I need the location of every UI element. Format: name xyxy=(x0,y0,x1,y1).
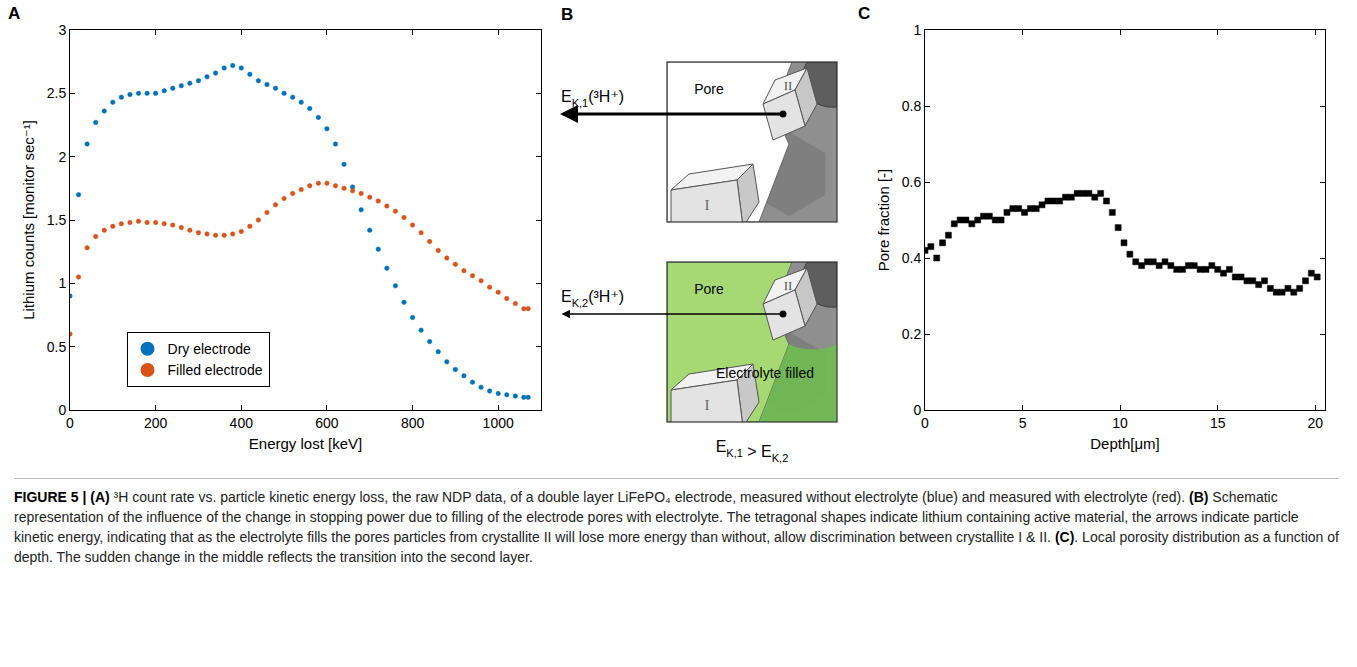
svg-text:1.5: 1.5 xyxy=(47,212,67,228)
svg-text:0: 0 xyxy=(913,402,921,418)
svg-text:0.4: 0.4 xyxy=(902,250,922,266)
svg-text:EK,1 > EK,2: EK,1 > EK,2 xyxy=(716,438,789,464)
svg-text:Pore: Pore xyxy=(694,81,724,97)
svg-text:0.8: 0.8 xyxy=(902,98,922,114)
svg-text:15: 15 xyxy=(1210,415,1226,431)
svg-text:0: 0 xyxy=(58,402,66,418)
svg-text:B: B xyxy=(561,5,573,24)
svg-text:0.2: 0.2 xyxy=(902,326,922,342)
svg-text:I: I xyxy=(705,197,710,213)
svg-text:20: 20 xyxy=(1307,415,1323,431)
svg-text:0.5: 0.5 xyxy=(47,339,67,355)
svg-text:0: 0 xyxy=(66,415,74,431)
svg-text:400: 400 xyxy=(230,415,254,431)
svg-text:1: 1 xyxy=(913,22,921,38)
svg-text:1000: 1000 xyxy=(483,415,514,431)
html-text:C: C xyxy=(858,4,871,23)
svg-text:II: II xyxy=(784,278,793,293)
svg-text:EK,2(³H⁺): EK,2(³H⁺) xyxy=(561,288,624,309)
svg-text:Filled electrode: Filled electrode xyxy=(168,362,263,378)
svg-text:0: 0 xyxy=(921,415,929,431)
svg-text:Dry electrode: Dry electrode xyxy=(168,341,251,357)
svg-text:200: 200 xyxy=(144,415,168,431)
html-text:FIGURE 5 | (A) ³H count rate v: FIGURE 5 | (A) ³H count rate vs. particl… xyxy=(14,489,1339,565)
svg-text:800: 800 xyxy=(401,415,425,431)
svg-text:EK,1(³H⁺): EK,1(³H⁺) xyxy=(561,88,624,109)
svg-text:5: 5 xyxy=(1019,415,1027,431)
svg-text:Depth[μm]: Depth[μm] xyxy=(1090,435,1160,452)
svg-text:1: 1 xyxy=(58,275,66,291)
svg-text:3: 3 xyxy=(58,22,66,38)
svg-text:I: I xyxy=(705,397,710,413)
svg-text:2: 2 xyxy=(58,149,66,165)
svg-text:600: 600 xyxy=(315,415,339,431)
svg-text:2.5: 2.5 xyxy=(47,85,67,101)
svg-text:II: II xyxy=(784,78,793,93)
svg-text:0.6: 0.6 xyxy=(902,174,922,190)
svg-text:Pore: Pore xyxy=(694,281,724,297)
svg-text:Pore fraction [-]: Pore fraction [-] xyxy=(875,169,892,272)
svg-text:Energy lost [keV]: Energy lost [keV] xyxy=(249,435,362,452)
svg-text:10: 10 xyxy=(1112,415,1128,431)
svg-text:Lithium counts [monitor sec⁻¹]: Lithium counts [monitor sec⁻¹] xyxy=(20,120,37,320)
svg-text:Electrolyte filled: Electrolyte filled xyxy=(716,365,814,381)
html-text:A: A xyxy=(8,4,21,23)
